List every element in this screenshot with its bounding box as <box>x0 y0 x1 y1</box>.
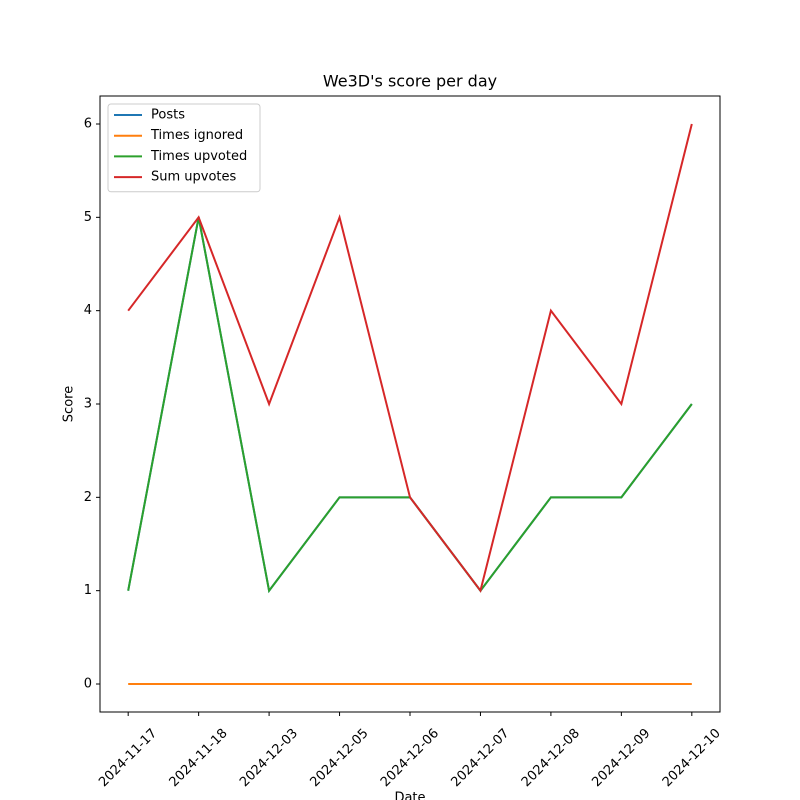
x-tick-label: 2024-12-03 <box>237 726 301 790</box>
legend-label: Sum upvotes <box>151 170 237 185</box>
x-tick-label: 2024-11-17 <box>96 726 160 790</box>
data-line <box>127 217 693 594</box>
y-tick-label: 4 <box>84 303 92 318</box>
legend-label: Posts <box>151 108 185 123</box>
x-tick-label: 2024-12-09 <box>589 726 653 790</box>
y-tick-label: 2 <box>84 490 92 505</box>
x-tick-label: 2024-12-06 <box>378 726 442 790</box>
legend-label: Times ignored <box>150 128 243 143</box>
y-tick-label: 6 <box>84 117 92 132</box>
x-axis-label: Date <box>394 791 425 800</box>
x-tick-label: 2024-12-08 <box>519 726 583 790</box>
legend-box <box>107 103 261 193</box>
y-tick-label: 1 <box>84 583 92 598</box>
y-tick-label: 5 <box>84 210 92 225</box>
x-tick-label: 2024-12-05 <box>308 726 372 790</box>
data-line <box>127 217 693 594</box>
y-axis-label: Score <box>62 386 77 422</box>
x-tick-label: 2024-11-18 <box>167 726 231 790</box>
y-tick-label: 3 <box>84 397 92 412</box>
plot-frame <box>99 95 721 713</box>
x-tick-label: 2024-12-07 <box>448 726 512 790</box>
legend-label: Times upvoted <box>150 149 247 164</box>
x-tick-label: 2024-12-10 <box>660 726 724 790</box>
chart-title: We3D's score per day <box>323 72 497 91</box>
y-tick-label: 0 <box>84 677 92 692</box>
data-line <box>127 123 693 593</box>
